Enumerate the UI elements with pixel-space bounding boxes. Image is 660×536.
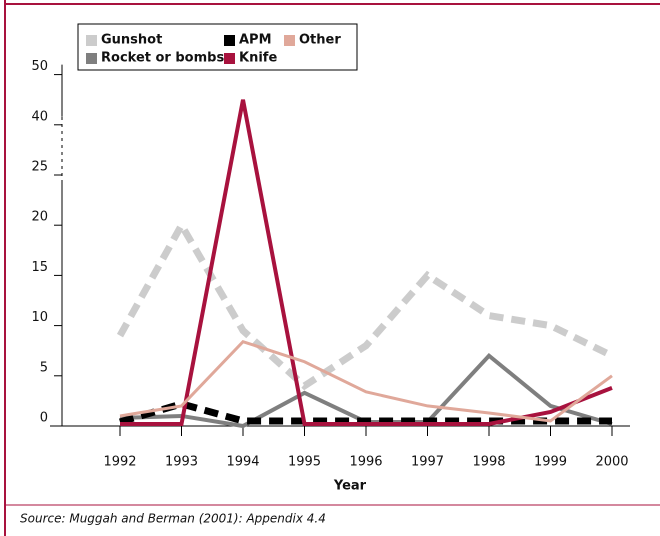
x-tick-label: 1998 [472,455,505,470]
legend-box [77,23,358,71]
x-tick-label: 1997 [411,455,444,470]
legend-label: Other [299,33,341,48]
legend-swatch [86,35,97,46]
legend-label: Rocket or bombs [101,51,224,66]
y-tick-label: 40 [31,109,48,124]
y-tick-label: 25 [31,160,48,175]
source: Source: Muggah and Berman (2001): Append… [20,512,326,526]
x-tick-label: 1995 [288,455,321,470]
series-line [119,339,613,423]
y-tick-label: 50 [31,59,48,74]
series-line [116,218,614,391]
x-tick-label: 1996 [349,455,382,470]
series-line [120,99,613,426]
y-tick-label: 20 [31,210,48,225]
legend-label: Knife [239,51,277,66]
legend-swatch [86,53,97,64]
legend-swatch [224,53,235,64]
legend-label: Gunshot [101,33,162,48]
legend-label: APM [239,33,272,48]
legend-swatch [284,35,295,46]
x-tick-label: 1993 [165,455,198,470]
y-tick-label: 15 [31,260,48,275]
x-tick-label: 2000 [595,455,628,470]
x-tick-label: 1999 [534,455,567,470]
y-tick-label: 10 [31,310,48,325]
series-line [119,400,612,426]
y-tick-label: 0 [40,411,48,426]
x-tick-label: 1994 [226,455,259,470]
x-tick-label: 1992 [103,455,136,470]
x-axis-label: Year [333,479,367,494]
y-tick-label: 5 [40,360,48,375]
legend-swatch [224,35,235,46]
